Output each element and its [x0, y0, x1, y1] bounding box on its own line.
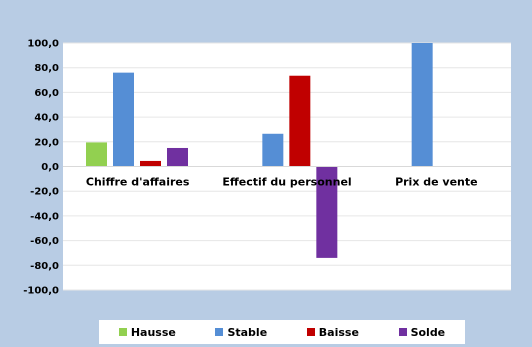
y-tick-label: 60,0 [34, 88, 59, 99]
legend-label: Baisse [318, 325, 359, 339]
y-tick-label: -80,0 [30, 261, 59, 272]
y-tick-label: -40,0 [30, 211, 59, 222]
y-tick-label: -60,0 [30, 236, 59, 247]
legend-label: Stable [227, 325, 268, 339]
category-label: Prix de vente [395, 176, 478, 189]
legend-swatch [118, 328, 127, 336]
legend-label: Hausse [130, 325, 176, 339]
legend-item: Stable [215, 326, 267, 339]
bars [86, 43, 433, 258]
bar-baisse [140, 160, 161, 167]
legend-item: Hausse [118, 325, 176, 339]
bar-stable [411, 43, 433, 167]
legend-item: Solde [398, 325, 446, 339]
category-label: Chiffre d'affaires [86, 176, 190, 189]
y-tick-label: 40,0 [34, 113, 59, 124]
legend-swatch [306, 328, 315, 336]
y-tick-label: 20,0 [34, 137, 59, 148]
y-axis-ticks: 100,0 80,0 60,0 40,0 20,0 0,0 -20,0 -40,0 -60,0 -… [23, 39, 59, 297]
legend-label: Solde [410, 325, 446, 339]
grid-lines [63, 42, 511, 291]
legend-item: Baisse [306, 325, 359, 339]
legend-swatch [398, 328, 407, 336]
y-tick-label: -100,0 [23, 286, 59, 297]
category-labels: Chiffre d'affaires Effectif du personnel P… [86, 176, 478, 189]
bar-solde [316, 166, 338, 258]
bar-solde [167, 147, 188, 167]
bar-baisse [289, 75, 311, 167]
legend-swatch [215, 328, 224, 336]
y-tick-label: -20,0 [30, 187, 59, 198]
bar-stable [262, 133, 284, 167]
legend: Hausse Stable Baisse Solde [99, 320, 465, 344]
y-tick-label: 80,0 [34, 63, 59, 74]
y-tick-label: 0,0 [41, 162, 59, 173]
category-label: Effectif du personnel [222, 176, 351, 189]
y-tick-label: 100,0 [27, 39, 59, 50]
bar-stable [113, 72, 134, 167]
bar-hausse [86, 142, 107, 167]
